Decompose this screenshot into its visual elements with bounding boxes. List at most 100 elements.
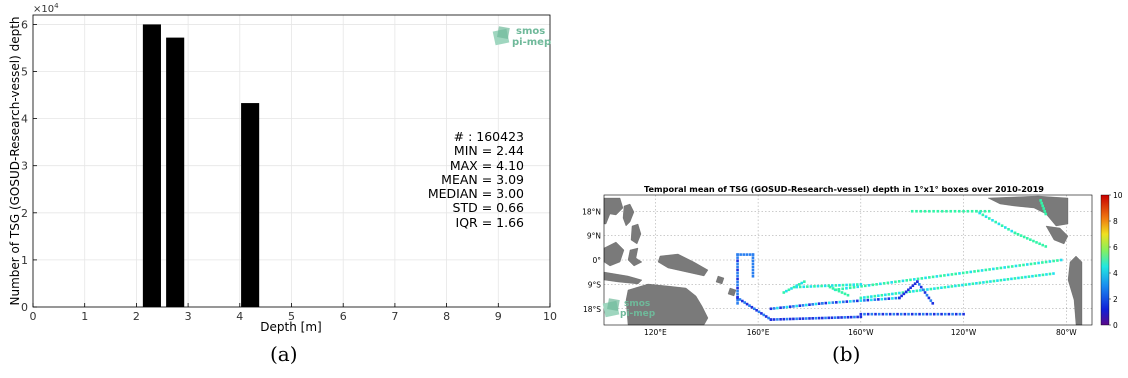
track-cell [919,285,923,289]
track-cell [965,271,969,274]
track-cell [848,283,852,287]
track-cell [874,312,877,316]
track-cell [1044,212,1048,216]
track-cell [911,284,915,288]
track-cell [834,284,838,287]
track-cell [1041,261,1044,264]
tsg-depth-map: Temporal mean of TSG (GOSUD-Research-ves… [582,184,1123,337]
track-cell [949,209,953,213]
track-cell [859,296,863,300]
track-cell [1048,260,1052,263]
track-cell [1017,276,1020,280]
track-cell [846,315,850,319]
track-cell [1010,265,1014,268]
track-cell [918,312,921,316]
track-cell [863,299,866,302]
track-cell [877,294,880,298]
track-cell [870,312,874,316]
x-tick-label: 7 [391,310,398,323]
track-cell [867,284,871,287]
track-cell [945,209,948,213]
track-cell [738,298,742,301]
track-cell [894,280,897,284]
track-cell [891,292,894,296]
track-cell [915,209,918,213]
track-cell [803,280,806,283]
track-cell [973,270,976,273]
stat-std: STD = 0.66 [452,200,524,216]
track-cell [910,312,914,316]
track-cell [1048,272,1052,276]
track-cell [940,286,943,290]
track-cell [837,316,840,319]
track-cell [806,285,809,288]
x-tick-label: 10 [543,310,557,323]
y-tick-label: 2 [21,207,28,220]
track-cell [776,318,779,321]
track-cell [831,284,834,287]
track-cell [760,312,763,315]
track-cell [772,318,776,321]
svg-text:smos: smos [516,26,545,37]
track-cell [1029,262,1033,266]
track-cell [831,287,835,290]
track-cell [1025,237,1029,240]
track-cell [928,209,931,213]
track-cell [928,276,931,279]
track-cell [863,296,866,299]
track-cell [896,312,899,316]
track-cell [925,312,929,316]
y-multiplier: ×104 [33,2,59,15]
track-cell [779,306,782,310]
track-cell [999,266,1003,270]
track-cell [736,277,739,281]
track-cell [903,312,907,316]
longitude-label: 120°E [644,328,667,337]
track-cell [1031,274,1034,278]
track-cell [886,281,890,285]
track-cell [877,312,881,316]
track-cell [827,284,831,288]
track-cell [787,288,791,292]
track-cell [929,312,932,316]
track-cell [751,253,755,256]
track-cell [827,316,831,320]
track-cell [748,253,752,256]
track-cell [1038,274,1041,277]
track-cell [957,284,961,287]
track-cell [880,293,884,297]
track-cell [795,284,798,288]
track-cell [835,301,838,304]
track-cell [943,274,946,277]
stat-iqr: IQR = 1.66 [455,214,524,230]
track-cell [912,278,916,281]
track-cell [1007,265,1010,269]
track-cell [987,217,991,220]
track-cell [1016,232,1020,236]
track-cell [904,290,908,294]
track-cell [841,283,845,287]
ship-tracks [736,199,1063,321]
track-cell [776,306,779,310]
track-cell [831,301,835,304]
track-cell [1044,260,1048,264]
track-cell [736,268,739,272]
track-cell [741,299,744,303]
colorbar-ticks: 0 2 4 6 8 10 [1109,191,1123,330]
track-cell [1022,263,1025,267]
track-cell [894,296,898,300]
stat-max: MAX = 4.10 [449,157,524,173]
track-cell [788,317,792,321]
track-cell [917,283,921,286]
track-cell [920,277,924,280]
track-cell [1045,273,1048,276]
track-cell [790,287,793,290]
track-cell [1010,277,1013,281]
track-cell [859,312,863,316]
track-cell [795,304,798,308]
track-cell [1033,262,1037,265]
track-cell [947,285,950,289]
track-cell [841,287,844,291]
track-cell [977,269,980,273]
track-cell [840,316,843,319]
